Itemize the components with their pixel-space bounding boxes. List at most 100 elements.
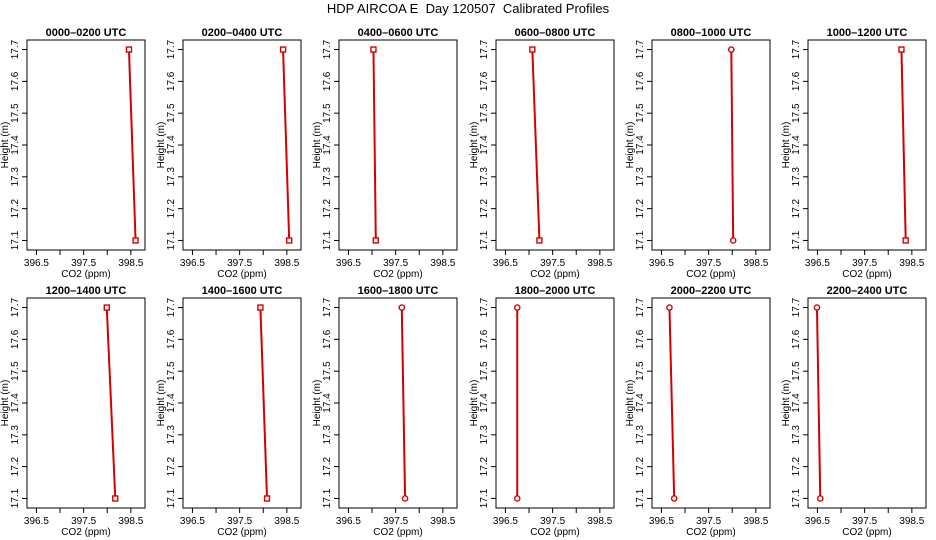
data-point-marker bbox=[529, 46, 536, 53]
y-tick-label: 17.7 bbox=[10, 39, 21, 59]
x-tick-label: 398.5 bbox=[899, 516, 924, 527]
y-axis-label: Height (m) bbox=[469, 122, 480, 169]
y-tick-label: 17.2 bbox=[10, 198, 21, 218]
panel-12: 2200–2400 UTC 396.5 397.5 398.5 17.1 17.2 17.3… bbox=[781, 285, 927, 538]
y-tick-label: 17.2 bbox=[10, 456, 21, 476]
x-axis-label: CO2 (ppm) bbox=[530, 269, 579, 280]
y-tick-label: 17.3 bbox=[166, 167, 177, 187]
x-tick-label: 396.5 bbox=[805, 516, 830, 527]
y-tick-label: 17.2 bbox=[166, 456, 177, 476]
data-point-marker bbox=[727, 46, 735, 53]
y-tick-label: 17.6 bbox=[10, 71, 21, 91]
panel-4: 0600–0800 UTC 396.5 397.5 398.5 17.1 17.2 17.3… bbox=[469, 27, 615, 280]
y-tick-label: 17.1 bbox=[479, 488, 490, 508]
y-tick-label: 17.7 bbox=[791, 297, 802, 317]
y-tick-label: 17.4 bbox=[166, 135, 177, 155]
y-tick-label: 17.6 bbox=[635, 71, 646, 91]
x-tick-label: 396.5 bbox=[493, 258, 518, 269]
panel-3: 0400–0600 UTC 396.5 397.5 398.5 17.1 17.2 17.3… bbox=[312, 27, 458, 280]
panel-9: 1600–1800 UTC 396.5 397.5 398.5 17.1 17.2 17.3… bbox=[312, 285, 458, 538]
data-point-marker bbox=[398, 304, 406, 311]
y-axis-label: Height (m) bbox=[156, 122, 167, 169]
x-tick-label: 396.5 bbox=[24, 258, 49, 269]
x-tick-label: 396.5 bbox=[336, 516, 361, 527]
y-tick-label: 17.7 bbox=[479, 39, 490, 59]
x-axis-label: CO2 (ppm) bbox=[373, 269, 422, 280]
panel-title: 0000–0200 UTC bbox=[46, 27, 127, 39]
y-tick-label: 17.5 bbox=[322, 361, 333, 381]
x-tick-label: 397.5 bbox=[383, 258, 408, 269]
y-tick-label: 17.1 bbox=[166, 488, 177, 508]
x-tick-label: 398.5 bbox=[274, 516, 299, 527]
x-tick-label: 398.5 bbox=[118, 258, 143, 269]
x-tick-label: 398.5 bbox=[587, 258, 612, 269]
y-tick-label: 17.2 bbox=[791, 456, 802, 476]
panel-6: 1000–1200 UTC 396.5 397.5 398.5 17.1 17.2 17.3… bbox=[781, 27, 927, 280]
y-tick-label: 17.6 bbox=[10, 329, 21, 349]
plot-frame bbox=[338, 39, 458, 251]
y-tick-label: 17.2 bbox=[635, 456, 646, 476]
profile-line bbox=[815, 307, 822, 499]
panel-title: 1400–1600 UTC bbox=[202, 285, 283, 297]
data-point-marker bbox=[898, 46, 905, 53]
y-tick-label: 17.4 bbox=[479, 135, 490, 155]
y-tick-label: 17.4 bbox=[479, 393, 490, 413]
plot-frame bbox=[807, 297, 927, 509]
y-tick-label: 17.5 bbox=[322, 103, 333, 123]
x-axis-label: CO2 (ppm) bbox=[842, 269, 891, 280]
y-tick-label: 17.5 bbox=[166, 103, 177, 123]
y-tick-label: 17.3 bbox=[635, 425, 646, 445]
y-tick-label: 17.5 bbox=[479, 361, 490, 381]
y-tick-label: 17.5 bbox=[791, 361, 802, 381]
data-point-marker bbox=[263, 495, 271, 502]
y-tick-label: 17.3 bbox=[479, 425, 490, 445]
y-axis-label: Height (m) bbox=[625, 380, 636, 427]
y-tick-label: 17.1 bbox=[479, 230, 490, 250]
x-tick-label: 398.5 bbox=[899, 258, 924, 269]
x-axis-label: CO2 (ppm) bbox=[686, 269, 735, 280]
y-tick-label: 17.1 bbox=[10, 230, 21, 250]
data-point-marker bbox=[729, 237, 737, 244]
y-tick-label: 17.6 bbox=[322, 329, 333, 349]
data-point-marker bbox=[286, 237, 293, 244]
y-tick-label: 17.1 bbox=[635, 488, 646, 508]
y-tick-label: 17.6 bbox=[166, 329, 177, 349]
y-axis-label: Height (m) bbox=[312, 122, 323, 169]
y-tick-label: 17.4 bbox=[166, 393, 177, 413]
data-point-marker bbox=[813, 304, 821, 311]
data-point-marker bbox=[666, 304, 673, 311]
y-tick-label: 17.3 bbox=[322, 425, 333, 445]
profile-line bbox=[531, 49, 541, 241]
data-point-marker bbox=[513, 304, 521, 311]
y-tick-label: 17.2 bbox=[479, 198, 490, 218]
y-tick-label: 17.3 bbox=[635, 167, 646, 187]
panel-11: 2000–2200 UTC 396.5 397.5 398.5 17.1 17.2 17.3… bbox=[625, 285, 771, 538]
y-tick-label: 17.2 bbox=[322, 198, 333, 218]
x-tick-label: 397.5 bbox=[696, 258, 721, 269]
x-axis-label: CO2 (ppm) bbox=[61, 527, 110, 538]
x-tick-label: 397.5 bbox=[227, 258, 252, 269]
y-tick-label: 17.5 bbox=[10, 103, 21, 123]
plot-frame bbox=[26, 297, 146, 509]
y-tick-label: 17.5 bbox=[791, 103, 802, 123]
y-tick-label: 17.1 bbox=[635, 230, 646, 250]
y-tick-label: 17.4 bbox=[635, 393, 646, 413]
y-tick-label: 17.7 bbox=[322, 297, 333, 317]
panel-10: 1800–2000 UTC 396.5 397.5 398.5 17.1 17.2 17.3… bbox=[469, 285, 615, 538]
profile-line bbox=[259, 307, 269, 499]
x-tick-label: 397.5 bbox=[852, 258, 877, 269]
y-tick-label: 17.7 bbox=[166, 297, 177, 317]
data-point-marker bbox=[902, 237, 909, 244]
profile-line bbox=[730, 49, 735, 241]
y-tick-label: 17.2 bbox=[166, 198, 177, 218]
y-axis-label: Height (m) bbox=[781, 122, 792, 169]
x-tick-label: 396.5 bbox=[180, 516, 205, 527]
x-tick-label: 398.5 bbox=[274, 258, 299, 269]
x-tick-label: 397.5 bbox=[696, 516, 721, 527]
data-point-marker bbox=[536, 237, 543, 244]
data-point-marker bbox=[103, 304, 110, 311]
panel-title: 2200–2400 UTC bbox=[827, 285, 908, 297]
x-tick-label: 398.5 bbox=[743, 258, 768, 269]
y-tick-label: 17.4 bbox=[10, 135, 21, 155]
y-tick-label: 17.5 bbox=[635, 103, 646, 123]
